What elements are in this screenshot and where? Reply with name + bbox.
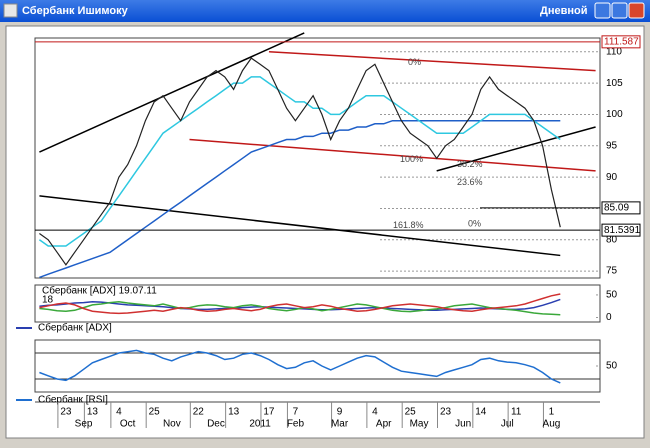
window-title: Сбербанк Ишимоку (22, 5, 129, 17)
fib-label: 100% (400, 154, 423, 164)
month-label: Jun (455, 419, 471, 430)
y-tick-label: 50 (606, 290, 618, 301)
x-tick-label: 25 (405, 407, 417, 418)
x-tick-label: 17 (263, 407, 275, 418)
trend-line (268, 51, 596, 72)
minimize-button[interactable] (594, 2, 611, 19)
x-tick-label: 13 (87, 407, 99, 418)
series-line (38, 76, 561, 247)
x-tick-label: 4 (372, 407, 378, 418)
price-label: 111.587 (604, 36, 639, 47)
adx-title: Сбербанк [ADX] 19.07.11 (42, 285, 157, 297)
fib-label: 0% (408, 57, 421, 67)
x-tick-label: 14 (475, 407, 487, 418)
x-tick-label: 25 (149, 407, 161, 418)
y-tick-label: 90 (606, 172, 618, 183)
x-tick-label: 4 (116, 407, 122, 418)
x-tick-label: 1 (549, 407, 555, 418)
y-tick-label: 95 (606, 140, 618, 151)
y-tick-label: 110 (606, 46, 622, 57)
y-tick-label: 0 (606, 312, 612, 323)
fib-label: 0% (468, 218, 481, 228)
fib-label: 23.6% (457, 177, 483, 187)
month-label: Jul (501, 419, 514, 430)
x-tick-label: 23 (440, 407, 452, 418)
y-tick-label: 75 (606, 266, 618, 277)
legend-label: Сбербанк [RSI] (38, 394, 108, 406)
price-label-box (601, 223, 641, 237)
month-label: Mar (331, 419, 349, 430)
trend-line (189, 138, 596, 172)
y-tick-label: 80 (606, 234, 618, 245)
y-tick-label: 100 (606, 109, 623, 120)
month-label: 2011 (249, 419, 271, 430)
x-tick-label: 7 (293, 407, 299, 418)
price-label-box (601, 201, 641, 215)
trend-line (436, 126, 596, 172)
x-tick-label: 9 (337, 407, 343, 418)
series-line (39, 349, 561, 384)
y-tick-label: 105 (606, 78, 623, 89)
series-line (39, 300, 561, 316)
month-label: Nov (163, 419, 181, 430)
month-label: May (410, 419, 429, 430)
app-icon (3, 3, 18, 18)
month-label: Feb (287, 419, 305, 430)
legend-label: Сбербанк [ADX] (38, 322, 112, 334)
month-label: Aug (543, 419, 561, 430)
series-line (39, 293, 561, 315)
month-label: Oct (120, 419, 136, 430)
month-label: Dec (207, 419, 225, 430)
trend-line (39, 195, 561, 257)
trend-line (39, 32, 305, 153)
x-tick-label: 22 (193, 407, 205, 418)
x-tick-label: 11 (511, 407, 522, 418)
fib-label: 38.2% (457, 159, 483, 169)
month-label: Sep (75, 419, 93, 430)
timeframe[interactable]: Дневной (540, 5, 588, 17)
price-label: 85.09 (604, 203, 629, 214)
adx-panel (34, 284, 601, 323)
price-label: 81.5391 (604, 225, 641, 236)
x-tick-label: 23 (60, 407, 72, 418)
adx-subtitle: 18 (42, 295, 54, 306)
x-tick-label: 13 (228, 407, 240, 418)
series-line (39, 57, 561, 266)
month-label: Apr (376, 419, 392, 430)
price-label-box (601, 35, 641, 49)
fib-label: 161.8% (393, 220, 424, 230)
price-panel (34, 37, 601, 279)
close-button[interactable] (628, 2, 645, 19)
title-bar (0, 0, 650, 22)
maximize-button[interactable] (611, 2, 628, 19)
y-tick-label: 50 (606, 361, 618, 372)
series-line (39, 119, 561, 279)
rsi-panel (34, 339, 601, 393)
